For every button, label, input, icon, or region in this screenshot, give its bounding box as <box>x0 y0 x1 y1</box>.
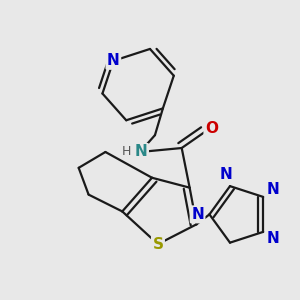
Text: N: N <box>135 145 148 160</box>
Text: N: N <box>220 167 233 182</box>
Text: N: N <box>266 182 279 197</box>
Text: H: H <box>122 146 131 158</box>
Text: N: N <box>107 53 120 68</box>
Text: S: S <box>152 237 164 252</box>
Text: N: N <box>266 231 279 246</box>
Text: O: O <box>205 121 218 136</box>
Text: N: N <box>191 207 204 222</box>
